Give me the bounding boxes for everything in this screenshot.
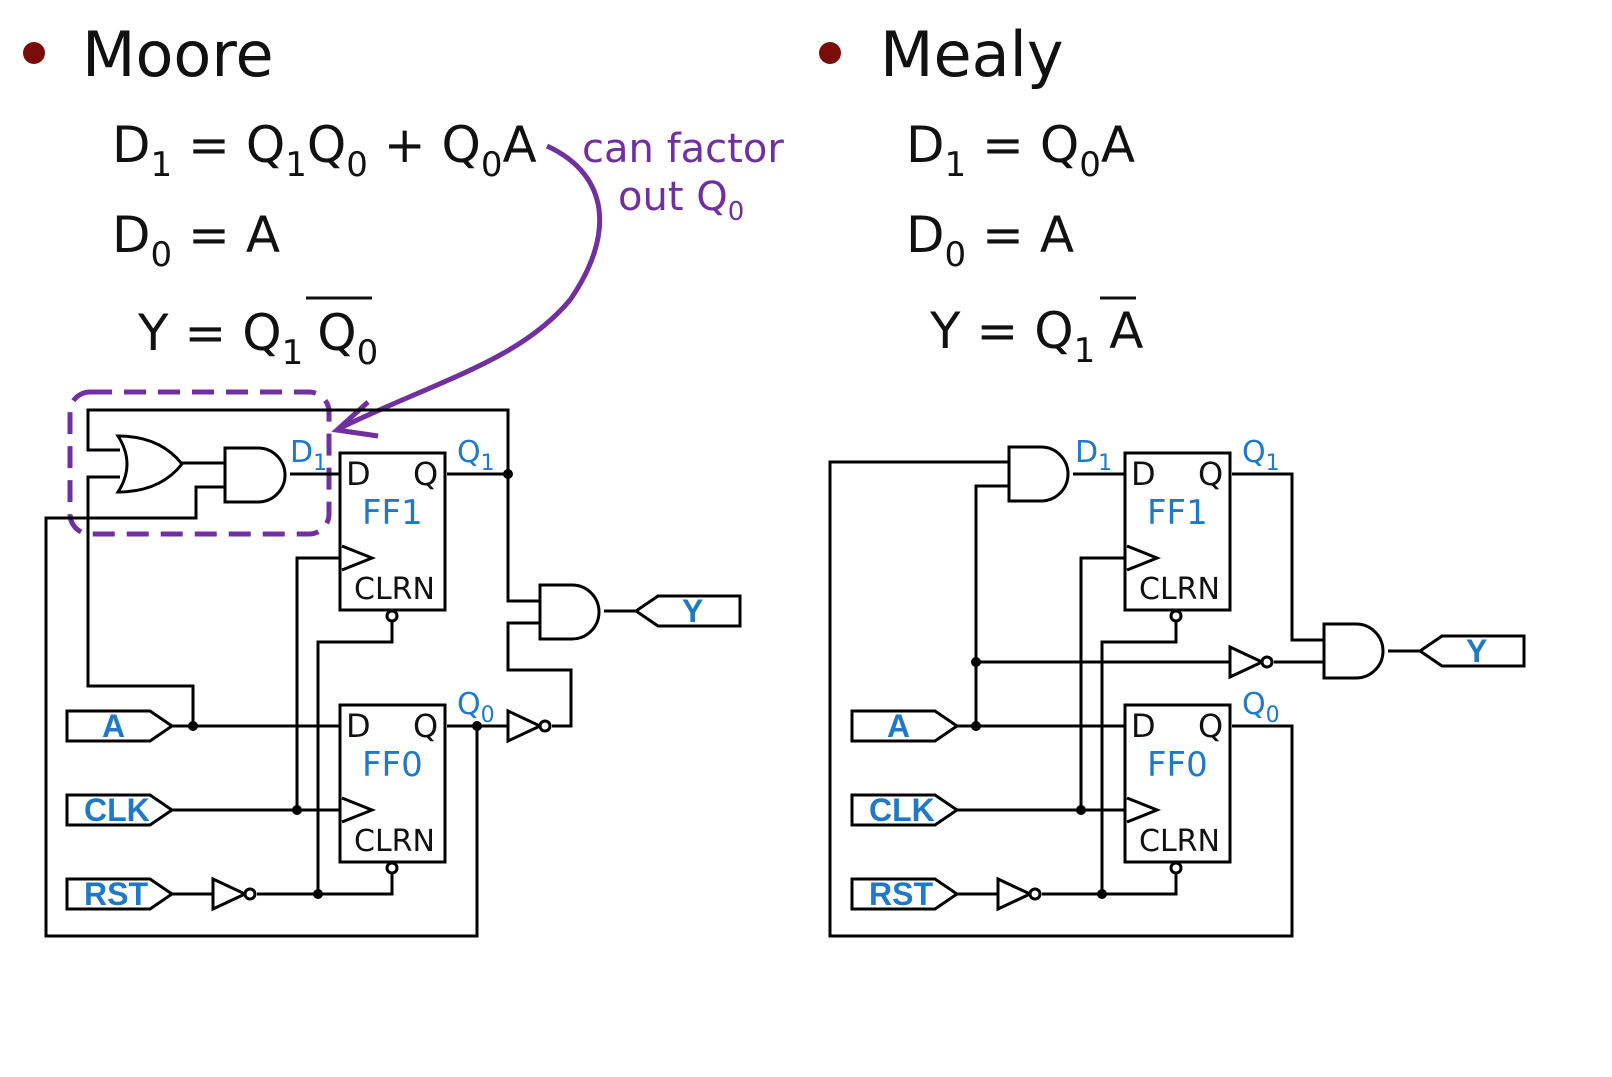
moore-junctions bbox=[188, 469, 513, 899]
svg-text:CLK: CLK bbox=[869, 792, 935, 828]
svg-text:Q: Q bbox=[413, 707, 438, 745]
svg-text:D: D bbox=[1131, 707, 1156, 745]
moore-label-q0: Q0 bbox=[457, 687, 495, 728]
moore-title: Moore bbox=[82, 18, 274, 91]
svg-text:Q: Q bbox=[1198, 707, 1223, 745]
mealy-port-y: Y bbox=[1417, 633, 1526, 669]
moore-inverter-q0-bubble bbox=[538, 719, 552, 733]
svg-text:Y: Y bbox=[1466, 633, 1487, 669]
mealy-title: Mealy bbox=[880, 18, 1064, 91]
svg-text:FF1: FF1 bbox=[1147, 493, 1208, 533]
moore-inverter-q0 bbox=[506, 708, 544, 744]
moore-eq-y: Y = Q1 Q0 bbox=[137, 304, 378, 373]
svg-text:CLRN: CLRN bbox=[354, 824, 435, 859]
moore-or-gate bbox=[115, 434, 184, 494]
moore-section: Moore D1 = Q1Q0 + Q0A D0 = A Y = Q1 Q0 ca… bbox=[23, 18, 784, 938]
mealy-port-rst: RST bbox=[850, 876, 960, 912]
mealy-label-q1: Q1 bbox=[1242, 435, 1280, 476]
svg-text:CLRN: CLRN bbox=[1139, 824, 1220, 859]
mealy-and-gate-y bbox=[1322, 622, 1385, 680]
mealy-bullet bbox=[819, 42, 841, 64]
mealy-junctions bbox=[971, 657, 1107, 899]
svg-text:FF0: FF0 bbox=[362, 745, 423, 785]
mealy-inverter-rst bbox=[996, 876, 1034, 912]
moore-label-d1: D1 bbox=[290, 435, 327, 476]
svg-text:Q: Q bbox=[413, 455, 438, 493]
moore-and-gate-y bbox=[538, 583, 601, 641]
moore-inverter-rst-bubble bbox=[243, 887, 257, 901]
moore-label-q1: Q1 bbox=[457, 435, 495, 476]
mealy-section: Mealy D1 = Q0A D0 = A Y = Q1 A bbox=[819, 18, 1526, 938]
mealy-eq-d1: D1 = Q0A bbox=[906, 116, 1135, 185]
svg-text:A: A bbox=[887, 708, 910, 744]
mealy-eq-d0: D0 = A bbox=[906, 206, 1074, 275]
moore-port-rst: RST bbox=[65, 876, 175, 912]
mealy-wires bbox=[828, 460, 1420, 938]
moore-bullet bbox=[23, 42, 45, 64]
svg-text:A: A bbox=[102, 708, 125, 744]
moore-port-clk: CLK bbox=[65, 792, 175, 828]
svg-text:FF0: FF0 bbox=[1147, 745, 1208, 785]
svg-text:RST: RST bbox=[869, 876, 933, 912]
moore-port-a: A bbox=[65, 708, 175, 744]
mealy-ff1: D Q FF1 CLRN bbox=[1123, 451, 1232, 623]
mealy-inverter-a-bubble bbox=[1260, 655, 1274, 669]
svg-text:Q: Q bbox=[1198, 455, 1223, 493]
mealy-label-d1: D1 bbox=[1075, 435, 1112, 476]
mealy-label-q0: Q0 bbox=[1242, 687, 1280, 728]
svg-text:D: D bbox=[346, 455, 371, 493]
factor-highlight-box bbox=[67, 389, 332, 537]
annotation-arrow bbox=[338, 143, 603, 431]
moore-port-y: Y bbox=[633, 593, 742, 629]
svg-text:CLRN: CLRN bbox=[1139, 572, 1220, 607]
svg-text:RST: RST bbox=[84, 876, 148, 912]
mealy-inverter-a bbox=[1228, 644, 1266, 680]
mealy-port-clk: CLK bbox=[850, 792, 960, 828]
mealy-inverter-rst-bubble bbox=[1028, 887, 1042, 901]
mealy-port-a: A bbox=[850, 708, 960, 744]
svg-text:FF1: FF1 bbox=[362, 493, 423, 533]
svg-text:CLK: CLK bbox=[84, 792, 150, 828]
moore-inverter-rst bbox=[211, 876, 249, 912]
moore-wires bbox=[44, 408, 636, 938]
moore-eq-d1: D1 = Q1Q0 + Q0A bbox=[112, 116, 537, 185]
moore-ff0: D Q FF0 CLRN bbox=[338, 703, 447, 875]
annotation-line2: out Q0 bbox=[618, 174, 744, 227]
mealy-ff0: D Q FF0 CLRN bbox=[1123, 703, 1232, 875]
moore-and-gate-d1 bbox=[223, 446, 287, 504]
mealy-and-gate-d1 bbox=[1007, 445, 1070, 503]
mealy-eq-y: Y = Q1 A bbox=[929, 302, 1143, 371]
moore-ff1: D Q FF1 CLRN bbox=[338, 451, 447, 623]
svg-text:D: D bbox=[1131, 455, 1156, 493]
svg-text:D: D bbox=[346, 707, 371, 745]
svg-text:Y: Y bbox=[682, 593, 703, 629]
moore-eq-d0: D0 = A bbox=[112, 206, 280, 275]
svg-text:CLRN: CLRN bbox=[354, 572, 435, 607]
annotation-line1: can factor bbox=[582, 126, 784, 172]
